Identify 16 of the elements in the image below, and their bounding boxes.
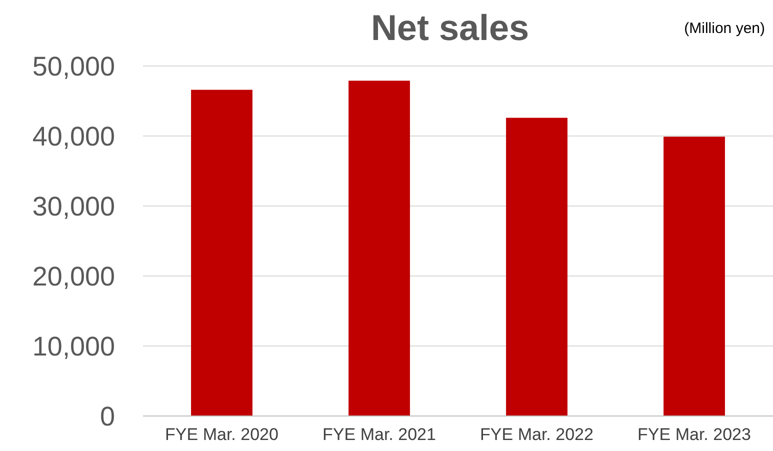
bar xyxy=(506,118,568,416)
bar xyxy=(664,136,725,416)
x-tick-label: FYE Mar. 2023 xyxy=(638,425,751,444)
y-tick-label: 0 xyxy=(100,401,115,432)
bar xyxy=(348,80,410,416)
chart-title: Net sales xyxy=(370,7,530,48)
x-tick-label: FYE Mar. 2021 xyxy=(322,425,436,444)
y-tick-label: 50,000 xyxy=(32,51,115,82)
x-tick-label: FYE Mar. 2020 xyxy=(165,425,278,444)
y-tick-label: 30,000 xyxy=(32,191,115,222)
y-tick-label: 40,000 xyxy=(32,121,115,152)
y-axis-title: (Million yen) xyxy=(684,20,765,37)
y-tick-label: 20,000 xyxy=(32,261,115,292)
y-tick-label: 10,000 xyxy=(32,331,115,362)
bar xyxy=(191,90,252,416)
x-tick-label: FYE Mar. 2022 xyxy=(480,425,594,444)
